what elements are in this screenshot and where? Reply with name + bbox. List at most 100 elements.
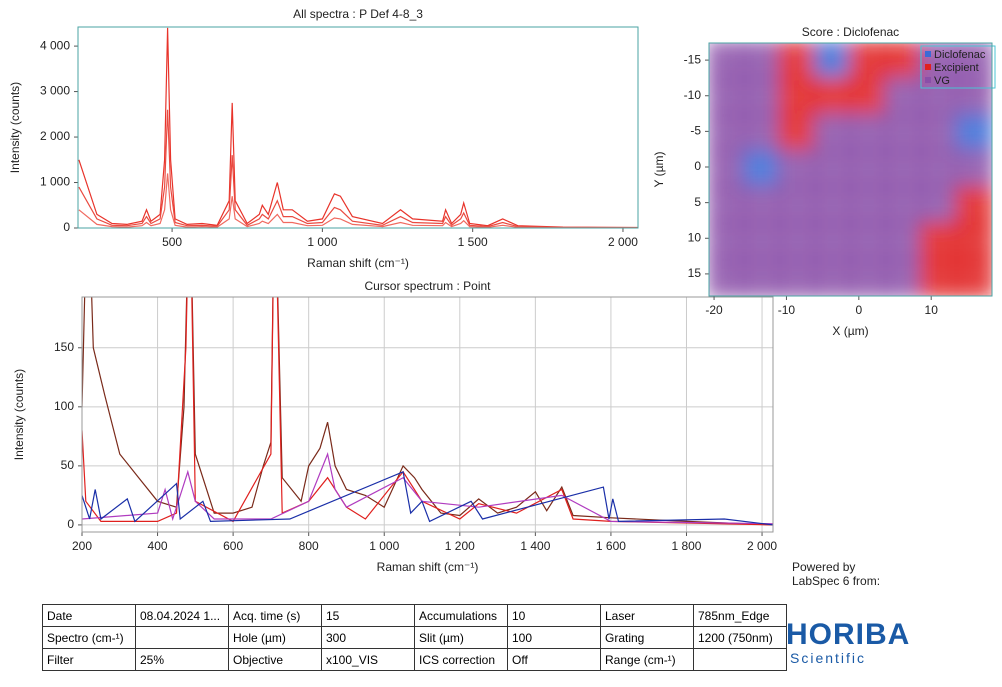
y-axis-label: Y (µm) (652, 151, 666, 187)
table-cell: Range (cm-¹) (600, 648, 694, 671)
heat-cell (954, 149, 992, 190)
heat-cell (777, 257, 818, 296)
table-cell: Laser (600, 604, 694, 627)
table-cell: ICS correction (414, 648, 508, 671)
x-tick-label: 1 500 (458, 235, 488, 249)
heat-cell (848, 185, 888, 226)
x-tick-label: 400 (148, 539, 168, 553)
heat-cell (919, 43, 959, 82)
chart-title: Cursor spectrum : Point (364, 279, 491, 293)
heat-cell (742, 77, 782, 118)
table-cell: 100 (507, 626, 601, 649)
software: LabSpec 6 from: (792, 574, 881, 588)
heat-cell (777, 113, 818, 154)
x-tick-label: 1 400 (520, 539, 550, 553)
heat-cell (709, 43, 747, 82)
spectrum-line (82, 470, 773, 526)
heat-cell (848, 149, 888, 190)
heat-cell (742, 43, 782, 82)
plot-frame (77, 26, 639, 229)
y-tick-label: 2 000 (40, 129, 70, 143)
heat-cell (777, 185, 818, 226)
table-cell: x100_VIS (321, 648, 415, 671)
heat-cell (919, 221, 959, 262)
heat-cells (709, 43, 992, 296)
heat-cell (709, 77, 747, 118)
heat-cell (813, 185, 853, 226)
table-cell: 10 (507, 604, 601, 627)
y-tick-label: 4 000 (40, 38, 70, 52)
heat-cell (954, 185, 992, 226)
table-cell (693, 648, 787, 671)
heat-cell (709, 113, 747, 154)
spectrum-line (78, 173, 638, 228)
heat-cell (742, 113, 782, 154)
table-cell: Slit (µm) (414, 626, 508, 649)
y-axis-label: Intensity (counts) (8, 82, 22, 173)
heat-cell (954, 77, 992, 118)
heat-cell (883, 185, 924, 226)
x-tick-label: -10 (778, 303, 796, 317)
table-cell (135, 626, 229, 649)
heat-cell (883, 149, 924, 190)
y-tick-label: 10 (688, 230, 702, 244)
heat-cell (709, 149, 747, 190)
heat-cell (883, 113, 924, 154)
table-cell: Spectro (cm-¹) (42, 626, 136, 649)
logo: HORIBA (786, 618, 911, 651)
legend-swatch (925, 64, 931, 70)
plot-frame (708, 42, 993, 297)
heat-cell (742, 149, 782, 190)
heat-cell (848, 77, 888, 118)
x-tick-label: 200 (72, 539, 92, 553)
heat-cell (919, 257, 959, 296)
y-tick-label: 0 (67, 517, 74, 531)
x-axis-label: Raman shift (cm⁻¹) (307, 256, 409, 270)
plot (82, 297, 773, 526)
x-tick-label: -20 (705, 303, 723, 317)
y-tick-label: 5 (694, 195, 701, 209)
heat-cell (709, 185, 747, 226)
table-cell: Off (507, 648, 601, 671)
plot (78, 27, 638, 228)
table-cell: Hole (µm) (228, 626, 322, 649)
heat-cell (883, 257, 924, 296)
x-tick-label: 500 (162, 235, 182, 249)
y-tick-label: 0 (63, 220, 70, 234)
heat-cell (883, 43, 924, 82)
legend-label: VG (934, 75, 950, 87)
y-tick-label: -10 (684, 88, 702, 102)
table-cell: Grating (600, 626, 694, 649)
heat-cell (954, 257, 992, 296)
y-tick-label: -15 (684, 52, 702, 66)
x-tick-label: 1 600 (596, 539, 626, 553)
table-row: Spectro (cm-¹) Hole (µm) 300 Slit (µm) 100 Gr… (42, 626, 787, 649)
y-tick-label: 15 (688, 266, 702, 280)
x-tick-label: 600 (223, 539, 243, 553)
heat-cell (919, 185, 959, 226)
heat-cell (813, 257, 853, 296)
heat-cell (813, 221, 853, 262)
heat-cell (813, 113, 853, 154)
table-cell: Filter (42, 648, 136, 671)
heat-cell (919, 77, 959, 118)
y-tick-label: 0 (694, 159, 701, 173)
heat-cell (883, 221, 924, 262)
x-tick-label: 2 000 (608, 235, 638, 249)
heat-cell (954, 113, 992, 154)
heat-cell (883, 77, 924, 118)
heat-cell (777, 149, 818, 190)
plot (709, 43, 992, 296)
heat-cell (848, 257, 888, 296)
logo-sub: Scientific (790, 650, 867, 666)
heat-cell (919, 149, 959, 190)
plot-frame (81, 296, 774, 533)
x-tick-label: 1 000 (307, 235, 337, 249)
x-tick-label: 1 000 (369, 539, 399, 553)
x-tick-label: 1 800 (671, 539, 701, 553)
heat-cell (954, 43, 992, 82)
heat-cell (813, 43, 853, 82)
x-tick-label: 2 000 (747, 539, 777, 553)
table-cell: Objective (228, 648, 322, 671)
heat-cell (742, 221, 782, 262)
